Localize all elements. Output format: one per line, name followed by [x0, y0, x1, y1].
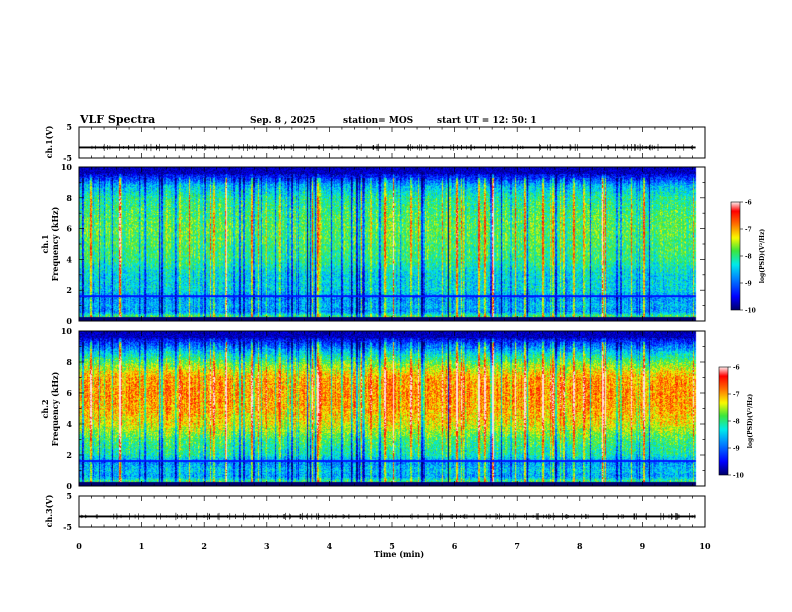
- time-tick-label: 8: [577, 541, 583, 551]
- header-start-ut: start UT = 12: 50: 1: [437, 116, 537, 126]
- ch1-waveform-ylabel: ch.1(V): [44, 125, 54, 158]
- ch1-colorbar-label: log(PSD)(V²/Hz): [759, 229, 766, 284]
- ch3-ytick-top: 5: [66, 491, 72, 501]
- ch1-frequency-axis-title: Frequency (kHz): [50, 206, 60, 281]
- frequency-tick-label: 10: [61, 326, 73, 336]
- time-tick-label: 3: [264, 541, 270, 551]
- ch1-waveform-panel: 5 -5 ch.1(V): [44, 122, 706, 163]
- frequency-tick-label: 10: [61, 162, 73, 172]
- frequency-tick-label: 4: [66, 254, 72, 264]
- ch1-colorbar-ticks: -6 -7 -8 -9 -10: [740, 200, 756, 315]
- ch3-ytick-bottom: -5: [63, 522, 72, 532]
- frequency-tick-label: 8: [66, 357, 72, 367]
- frequency-tick-label: 6: [66, 224, 72, 234]
- colorbar-tick-label: -10: [733, 473, 744, 480]
- time-tick-label: 5: [389, 541, 395, 551]
- frequency-tick-label: 6: [66, 388, 72, 398]
- frequency-tick-label: 0: [66, 481, 72, 491]
- chart-title: VLF Spectra: [79, 113, 155, 126]
- colorbar-tick-label: -8: [733, 419, 740, 426]
- colorbar-tick-label: -9: [745, 281, 752, 288]
- ch1-ytick-bottom: -5: [63, 153, 72, 163]
- header-date: Sep. 8 , 2025: [250, 116, 316, 126]
- colorbar-tick-label: -7: [745, 227, 752, 234]
- colorbar-tick-label: -6: [733, 365, 740, 372]
- time-axis-title: Time (min): [374, 549, 424, 559]
- ch1-spectrogram-panel: 0 2 4 6 8 10 ch.1 Frequency (kHz) -6 -7 -8 -9 -10…: [40, 162, 766, 326]
- colorbar-tick-label: -7: [733, 392, 740, 399]
- time-tick-label: 10: [699, 541, 711, 551]
- colorbar-tick-label: -9: [733, 446, 740, 453]
- ch1-spectrogram-channel-label: ch.1: [40, 234, 50, 253]
- ch2-colorbar: [719, 367, 728, 475]
- time-tick-label: 2: [201, 541, 207, 551]
- time-tick-label: 1: [139, 541, 145, 551]
- ch3-waveform-trace: [78, 495, 705, 528]
- ch2-spectrogram-image: [79, 331, 705, 486]
- ch3-waveform-ylabel: ch.3(V): [44, 494, 54, 527]
- time-axis-ticks: 0 1 2 3 4 5 6 7 8 9 10: [76, 127, 711, 551]
- ch2-frequency-ticks: 0 2 4 6 8 10: [61, 326, 705, 491]
- frequency-tick-label: 4: [66, 419, 72, 429]
- ch2-frequency-axis-title: Frequency (kHz): [50, 371, 60, 446]
- ch2-spectrogram-channel-label: ch.2: [40, 399, 50, 418]
- ch3-waveform-panel: 5 -5 ch.3(V): [44, 491, 706, 532]
- ch2-colorbar-label: log(PSD)(V²/Hz): [747, 394, 754, 449]
- frequency-tick-label: 8: [66, 193, 72, 203]
- ch1-ytick-top: 5: [66, 122, 72, 132]
- ch1-colorbar: [731, 202, 740, 310]
- header-station: station= MOS: [343, 116, 413, 126]
- colorbar-tick-label: -8: [745, 254, 752, 261]
- ch1-spectrogram-image: [79, 167, 705, 321]
- frequency-tick-label: 0: [66, 316, 72, 326]
- colorbar-tick-label: -6: [745, 200, 752, 207]
- time-tick-label: 6: [452, 541, 458, 551]
- time-tick-label: 7: [514, 541, 520, 551]
- ch1-frequency-ticks: 0 2 4 6 8 10: [61, 162, 705, 326]
- time-tick-label: 4: [327, 541, 333, 551]
- time-tick-label: 9: [640, 541, 646, 551]
- frequency-tick-label: 2: [66, 285, 72, 295]
- time-tick-label: 0: [76, 541, 82, 551]
- frequency-tick-label: 2: [66, 450, 72, 460]
- ch2-spectrogram-panel: 0 2 4 6 8 10 ch.2 Frequency (kHz) -6 -7 -8 -9 -10…: [40, 326, 754, 491]
- ch2-colorbar-ticks: -6 -7 -8 -9 -10: [728, 365, 744, 480]
- colorbar-tick-label: -10: [745, 308, 756, 315]
